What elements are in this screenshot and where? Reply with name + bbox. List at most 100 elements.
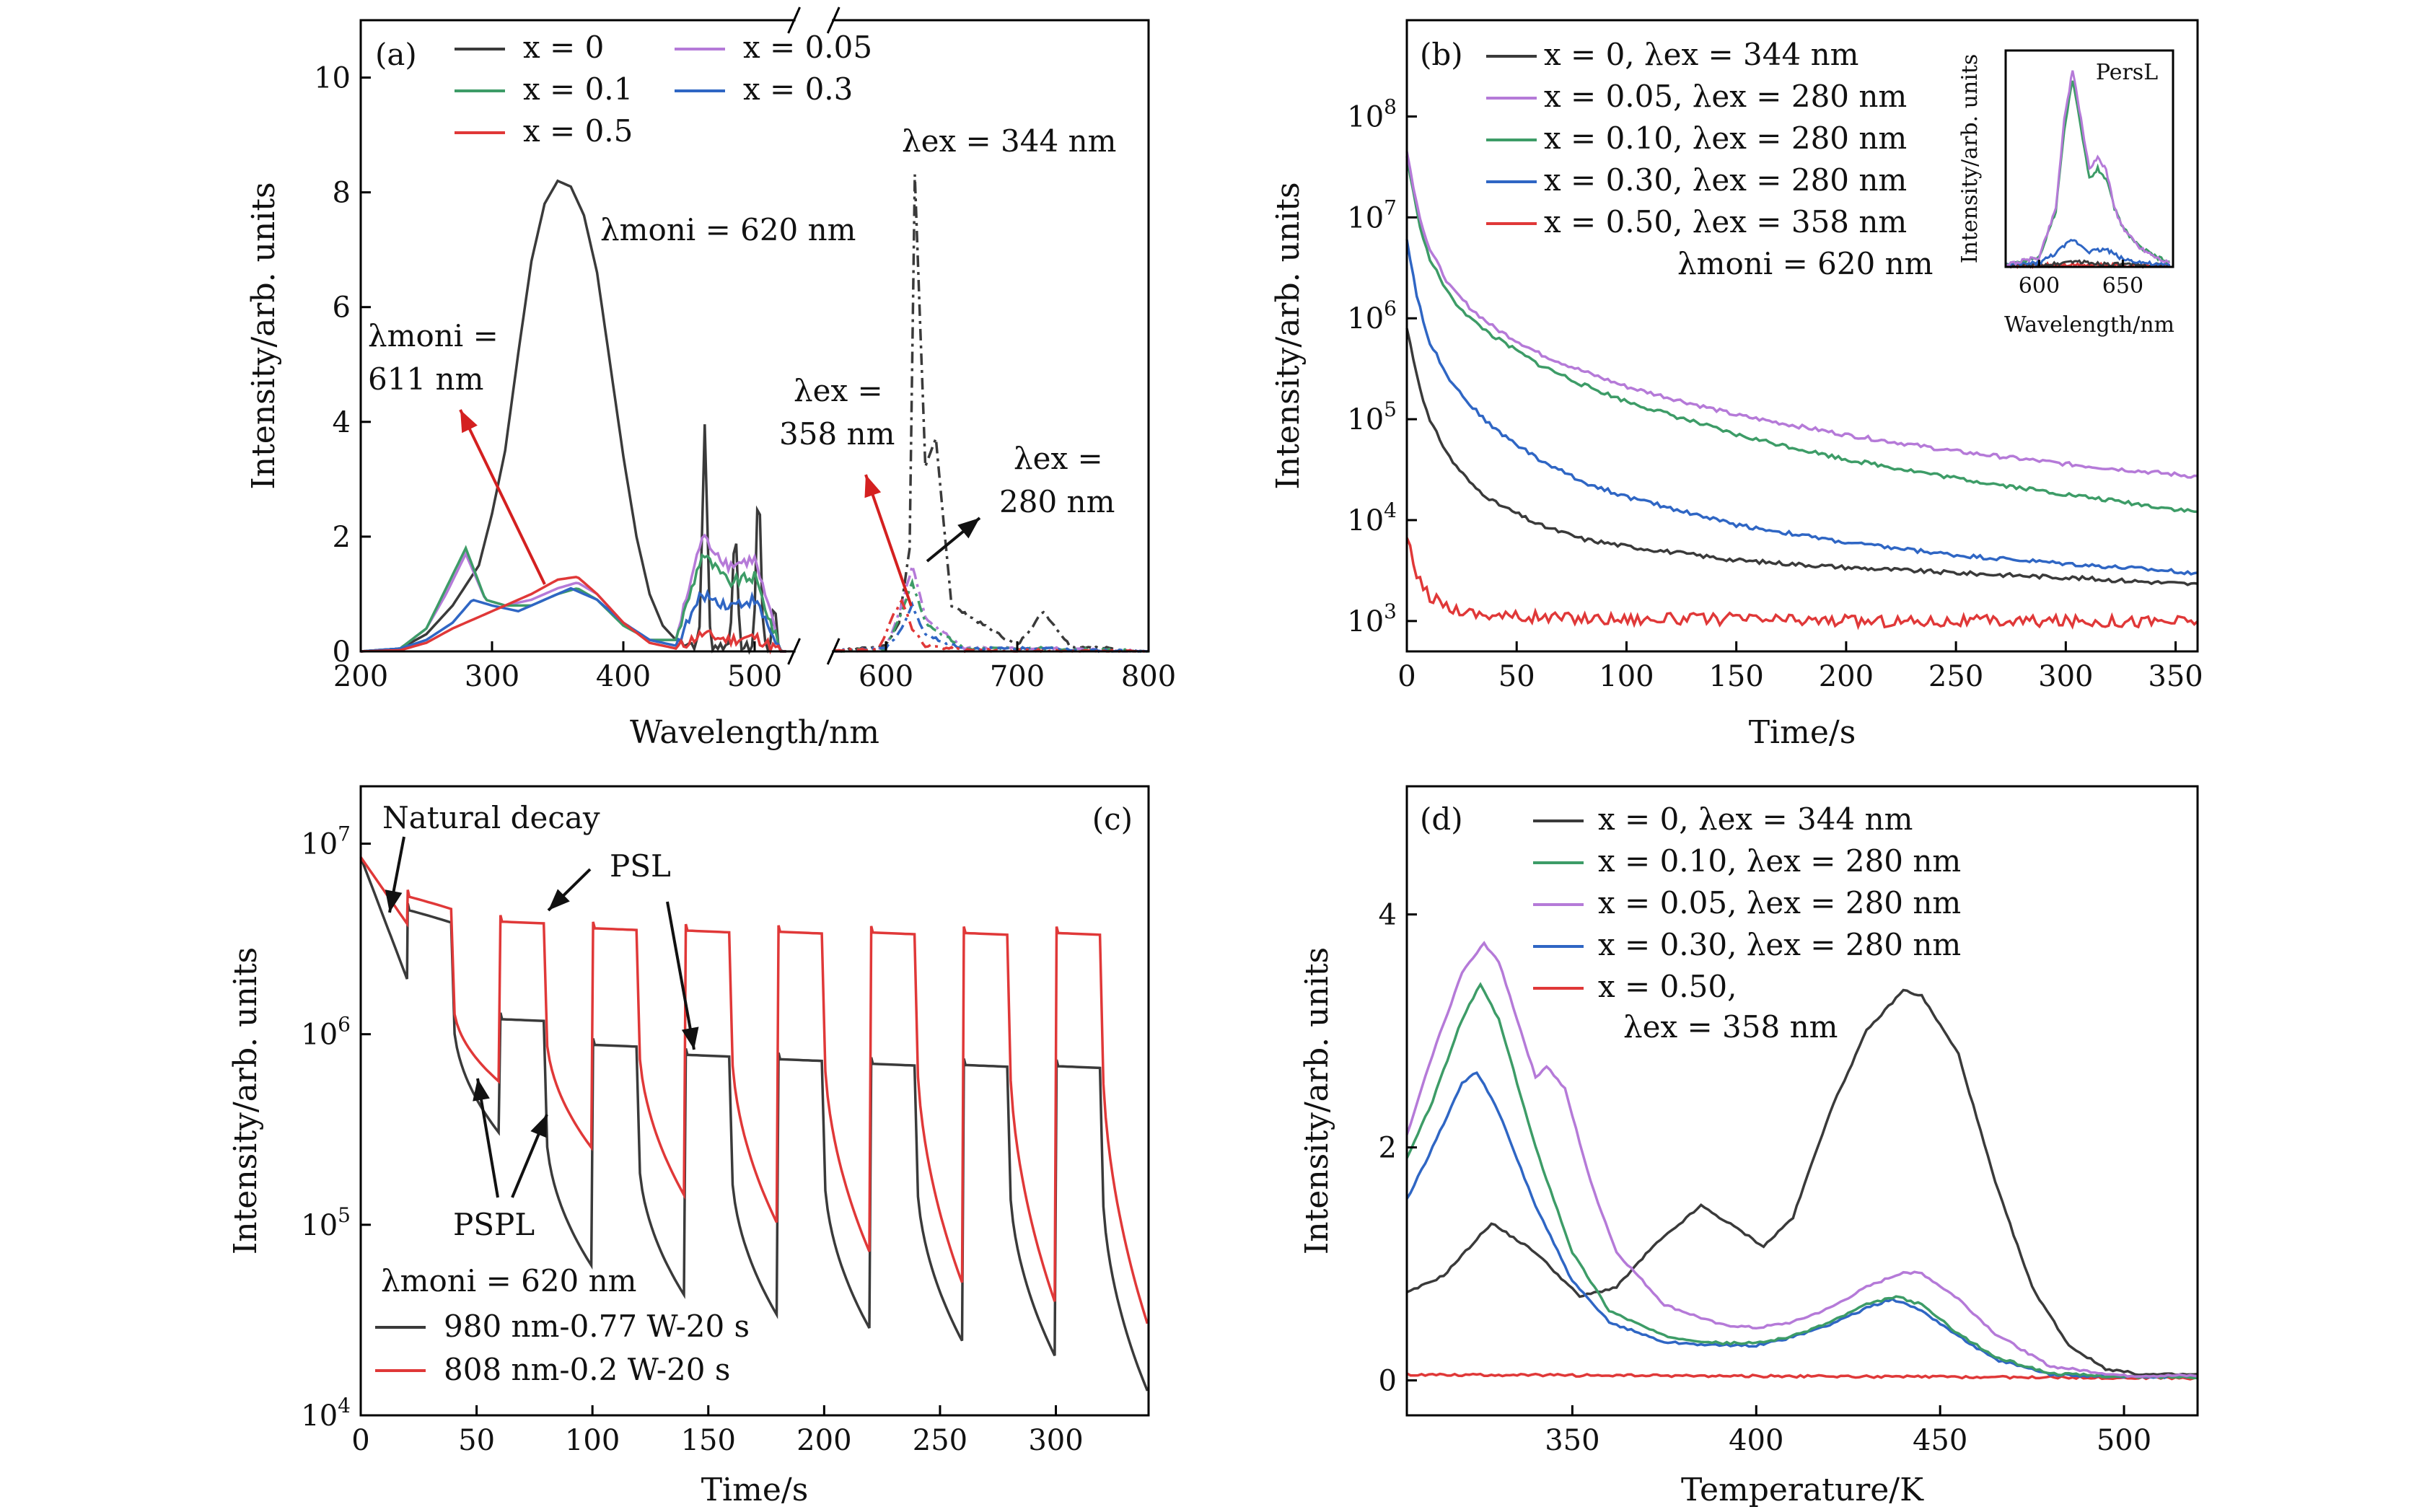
arrow [666, 901, 695, 1050]
annotation: λmoni = 620 nm [600, 212, 856, 247]
x-tick-label: 400 [1729, 1424, 1783, 1457]
decay-line [1405, 156, 2198, 514]
legend-entry: x = 0 [523, 30, 604, 65]
y-tick-label: 105 [301, 1203, 351, 1242]
arrow-head [460, 410, 478, 434]
legend-entry: x = 0.10, λex = 280 nm [1598, 843, 1961, 879]
emission-line [833, 578, 1149, 654]
x-tick-label: 150 [1708, 660, 1763, 693]
annotation: 611 nm [368, 361, 483, 397]
x-tick-label: 200 [796, 1424, 851, 1457]
x-tick-label: 50 [1498, 660, 1535, 693]
y-tick-label: 108 [1347, 94, 1397, 133]
legend-entry: x = 0.50, λex = 358 nm [1544, 204, 1907, 239]
y-tick-label: 105 [1347, 397, 1397, 436]
x-tick-label: 450 [1913, 1424, 1967, 1457]
legend-entry: x = 0.05 [743, 30, 872, 65]
panel-label: (b) [1420, 37, 1463, 72]
arrow-head [530, 1115, 547, 1138]
x-tick-label: 200 [333, 660, 388, 693]
x-tick-label: 150 [681, 1424, 736, 1457]
y-tick-label: 107 [301, 822, 351, 861]
panel-b: 0 50 100 150 200 250 300 350 103 104 105 106 107 108 T… [1270, 19, 2203, 751]
axis-break-mark [787, 638, 801, 665]
y-tick-label: 2 [333, 521, 351, 554]
arrow [459, 409, 546, 585]
y-tick-label: 107 [1347, 195, 1397, 234]
legend-entry: x = 0, λex = 344 nm [1598, 801, 1913, 837]
y-tick-label: 106 [1347, 296, 1397, 335]
arrow-head [473, 1078, 490, 1102]
inset-x-tick-label: 650 [2102, 273, 2143, 299]
x-tick-label: 400 [596, 660, 651, 693]
legend-entry: x = 0.05, λex = 280 nm [1598, 885, 1961, 920]
excitation-line [360, 576, 786, 655]
y-tick-label: 4 [333, 406, 351, 439]
annotation: 280 nm [999, 484, 1115, 519]
arrow [864, 474, 913, 607]
y-tick-label: 2 [1379, 1132, 1397, 1165]
excitation-line [360, 586, 786, 653]
legend-entry: 808 nm-0.2 W-20 s [444, 1352, 730, 1387]
annotation: λex = [1014, 441, 1103, 476]
x-tick-label: 100 [1599, 660, 1654, 693]
plot-frame [1405, 19, 2199, 653]
x-tick-label: 200 [1819, 660, 1874, 693]
x-tick-label: 100 [565, 1424, 620, 1457]
annotation: 358 nm [779, 416, 895, 452]
inset-frame [2004, 49, 2174, 268]
x-tick-label: 50 [458, 1424, 495, 1457]
x-tick-label: 300 [1028, 1424, 1083, 1457]
x-axis-label: Time/s [701, 1472, 809, 1508]
panel-a: 200 300 400 500 600 700 800 0 2 4 6 8 10 Wavelength/n… [245, 6, 1176, 751]
inset-x-label: Wavelength/nm [2004, 312, 2174, 338]
y-tick-label: 104 [1347, 498, 1397, 537]
axis-break-mark [826, 6, 840, 34]
glow-curve [1405, 941, 2198, 1379]
y-axis-label: Intensity/arb. units [227, 947, 264, 1254]
stimulation-line [359, 856, 1149, 1324]
annotation: λmoni = 620 nm [381, 1263, 637, 1298]
emission-line [833, 560, 1149, 653]
arrow-head [864, 475, 882, 498]
glow-curve [1406, 988, 2198, 1376]
legend-entry: x = 0.3 [743, 71, 853, 107]
inset-line [2005, 70, 2171, 268]
arrow-head [385, 889, 403, 913]
x-tick-label: 0 [1397, 660, 1416, 693]
axis-break-mask-bottom [795, 647, 833, 656]
axis-break-mask-top [795, 16, 833, 25]
arrow-head [681, 1027, 699, 1050]
legend-entry: x = 0.30, λex = 280 nm [1598, 927, 1961, 962]
annotation: λmoni = [368, 318, 499, 353]
annotation: λmoni = 620 nm [1677, 246, 1934, 281]
panel-label: (a) [375, 37, 417, 72]
x-tick-label: 500 [2097, 1424, 2151, 1457]
emission-line [833, 598, 1149, 654]
legend-entry: x = 0.30, λex = 280 nm [1544, 162, 1907, 198]
y-tick-label: 0 [333, 636, 351, 669]
x-axis-label: Time/s [1749, 714, 1856, 751]
y-tick-label: 0 [1379, 1365, 1397, 1398]
x-tick-label: 300 [2038, 660, 2093, 693]
x-tick-label: 600 [859, 660, 913, 693]
panel-label: (c) [1092, 801, 1133, 837]
y-tick-label: 103 [1347, 599, 1397, 638]
panel-d: 350 400 450 500 0 2 4 Temperature/K Intensity/ar… [1299, 785, 2199, 1508]
x-tick-label: 300 [465, 660, 519, 693]
excitation-line [360, 179, 786, 655]
decay-line [1405, 328, 2198, 586]
decay-line [1405, 151, 2198, 479]
arrow-head [957, 518, 980, 539]
y-axis-label: Intensity/arb. units [1299, 947, 1335, 1254]
legend-entry: 980 nm-0.77 W-20 s [444, 1309, 750, 1344]
glow-curve [1405, 982, 2198, 1380]
legend-entry: λex = 358 nm [1623, 1009, 1838, 1045]
legend-entry: x = 0.1 [523, 71, 633, 107]
x-axis-label: Temperature/K [1681, 1472, 1924, 1508]
x-tick-label: 500 [727, 660, 782, 693]
y-tick-label: 4 [1379, 899, 1397, 932]
y-tick-label: 8 [333, 177, 351, 210]
annotation: λex = 344 nm [902, 123, 1116, 159]
